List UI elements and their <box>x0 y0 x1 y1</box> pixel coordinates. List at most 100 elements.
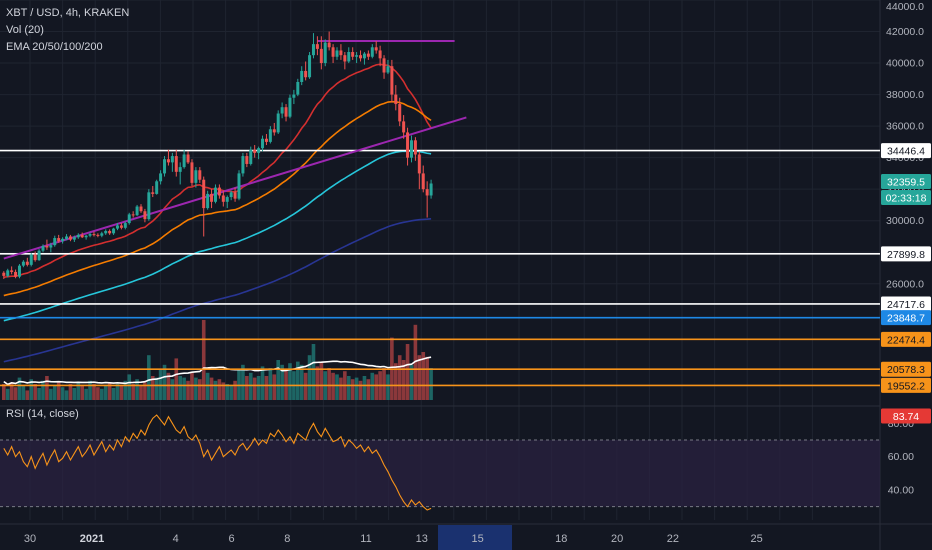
level-price-label[interactable]: 34446.4 <box>887 146 925 158</box>
volume-bar <box>213 380 218 400</box>
candle-body <box>131 214 135 216</box>
volume-bar <box>229 385 233 400</box>
candle-body <box>29 254 33 265</box>
volume-bar <box>60 387 65 400</box>
bar-countdown-label[interactable]: 02:33:18 <box>886 193 927 205</box>
volume-bar <box>374 374 378 400</box>
volume-bar <box>401 360 406 400</box>
volume-bar <box>268 368 273 400</box>
candle-body <box>225 197 229 202</box>
volume-bar <box>115 384 120 400</box>
volume-bar <box>96 387 100 400</box>
time-tick-label[interactable]: 22 <box>667 533 679 545</box>
level-price-label-bg[interactable] <box>881 296 931 312</box>
level-price-label[interactable]: 22474.4 <box>887 334 925 346</box>
time-tick-label[interactable]: 18 <box>555 533 567 545</box>
candle-body <box>237 173 241 199</box>
candle-body <box>45 245 49 248</box>
candle-body <box>123 223 127 228</box>
level-price-label[interactable]: 27899.8 <box>887 249 925 261</box>
volume-bar <box>225 384 230 400</box>
candle-body <box>343 55 347 62</box>
candle-body <box>264 138 268 142</box>
volume-bar <box>417 355 422 400</box>
candle-body <box>406 132 410 158</box>
time-tick-label[interactable]: 20 <box>611 533 623 545</box>
rsi-legend: RSI (14, close) <box>6 408 79 420</box>
candle-body <box>2 272 6 276</box>
time-tick-label[interactable]: 13 <box>416 533 428 545</box>
volume-bar <box>276 360 280 400</box>
level-price-label[interactable]: 24717.6 <box>887 299 925 311</box>
level-price-label-bg[interactable] <box>881 143 931 159</box>
candle-body <box>362 53 366 59</box>
candle-body <box>390 66 394 95</box>
level-price-label[interactable]: 20578.3 <box>887 364 925 376</box>
candle-body <box>417 154 421 174</box>
price-axis[interactable]: 26000.028000.030000.032000.034000.036000… <box>881 1 931 497</box>
volume-bar <box>241 364 245 400</box>
volume-bar <box>319 361 324 400</box>
volume-bar <box>150 376 155 400</box>
price-tick-label: 26000.0 <box>886 278 924 290</box>
time-tick-label[interactable]: 30 <box>24 533 36 545</box>
candle-body <box>394 94 398 105</box>
volume-bar <box>413 324 418 400</box>
candle-body <box>33 254 37 261</box>
volume-bar <box>350 379 355 400</box>
level-price-label[interactable]: 23848.7 <box>887 313 925 325</box>
volume-bar <box>394 363 398 400</box>
volume-bar <box>205 372 210 400</box>
level-price-label-bg[interactable] <box>881 310 931 326</box>
rsi-current-label[interactable]: 83.74 <box>893 411 919 423</box>
candle-body <box>92 234 96 236</box>
time-tick-label[interactable]: 15 <box>471 533 483 545</box>
candle-body <box>398 104 402 122</box>
level-price-label-bg[interactable] <box>881 246 931 262</box>
candle-body <box>25 261 29 265</box>
candle-body <box>10 270 14 272</box>
volume-moving-average <box>3 356 432 386</box>
candle-body <box>76 234 80 238</box>
time-tick-label[interactable]: 8 <box>284 533 290 545</box>
volume-bar <box>260 366 265 400</box>
current-price-label-bg[interactable] <box>881 174 931 190</box>
volume-bar <box>245 376 249 400</box>
volume-bar <box>182 377 186 400</box>
level-price-label-bg[interactable] <box>881 361 931 377</box>
rsi-current-label-bg[interactable] <box>881 408 931 424</box>
bar-countdown-label-bg[interactable] <box>881 190 931 206</box>
candle-body <box>366 53 370 57</box>
candles <box>2 31 433 280</box>
ema-20-line <box>3 63 432 279</box>
candle-body <box>409 140 413 158</box>
candle-body <box>65 236 69 239</box>
candle-body <box>190 162 194 183</box>
time-tick-label[interactable]: 2021 <box>80 533 104 545</box>
volume-bar <box>21 385 26 400</box>
volume-bar <box>123 380 128 400</box>
volume-bar <box>64 390 69 400</box>
candle-body <box>88 234 92 236</box>
candle-body <box>304 70 308 78</box>
volume-bar <box>331 372 335 400</box>
candle-body <box>296 81 300 95</box>
candle-body <box>300 70 304 82</box>
level-price-label-bg[interactable] <box>881 331 931 347</box>
time-tick-label[interactable]: 11 <box>360 533 371 545</box>
candle-body <box>378 50 382 59</box>
horizontal-levels[interactable] <box>0 149 880 387</box>
rsi-tick-label: 40.00 <box>888 485 914 497</box>
current-price-label[interactable]: 32359.5 <box>887 177 925 189</box>
candle-body <box>233 192 237 199</box>
ema-legend: EMA 20/50/100/200 <box>6 41 103 53</box>
time-tick-label[interactable]: 4 <box>173 533 179 545</box>
candle-body <box>347 52 351 62</box>
time-tick-label[interactable]: 25 <box>750 533 762 545</box>
level-price-label-bg[interactable] <box>881 377 931 393</box>
level-price-label[interactable]: 19552.2 <box>887 380 925 392</box>
time-tick-label[interactable]: 6 <box>228 533 234 545</box>
candle-body <box>319 48 323 64</box>
time-axis[interactable]: 30 2021 4 6 8 11 13 15 18 20 22 25 <box>24 525 763 550</box>
